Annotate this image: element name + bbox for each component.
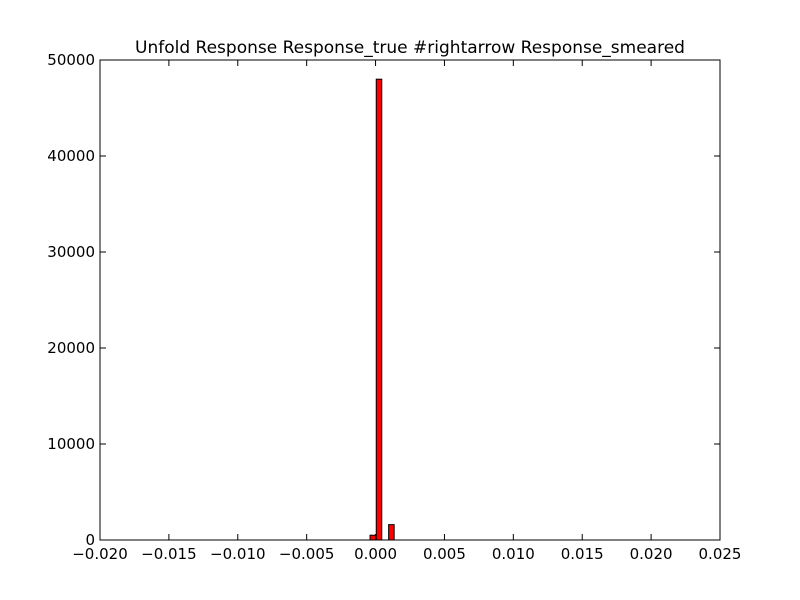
ticks-layer: −0.020 −0.015 −0.010 −0.005 0.000 0.005 0.010 0… <box>47 51 741 563</box>
bar-0 <box>369 534 377 541</box>
bar-1 <box>375 78 383 541</box>
bars-layer <box>369 78 395 541</box>
x-tick-label: 0.000 <box>354 545 397 563</box>
x-tick-label: 0.025 <box>699 545 742 563</box>
x-tick-label: 0.015 <box>561 545 604 563</box>
x-tick-label: −0.010 <box>210 545 266 563</box>
y-tick-label: 20000 <box>47 339 95 357</box>
y-tick-label: 0 <box>85 531 95 549</box>
x-tick-label: −0.015 <box>141 545 197 563</box>
x-tick-label: 0.020 <box>630 545 673 563</box>
y-tick-label: 50000 <box>47 51 95 69</box>
x-tick-label: −0.020 <box>72 545 128 563</box>
x-tick-label: 0.010 <box>492 545 535 563</box>
y-tick-label: 30000 <box>47 243 95 261</box>
plot-frame <box>99 59 721 541</box>
y-tick-label: 40000 <box>47 147 95 165</box>
y-tick-label: 10000 <box>47 435 95 453</box>
bar-3 <box>388 524 395 541</box>
x-tick-label: −0.005 <box>279 545 335 563</box>
chart-title: Unfold Response Response_true #rightarro… <box>135 38 685 58</box>
x-tick-label: 0.005 <box>423 545 466 563</box>
